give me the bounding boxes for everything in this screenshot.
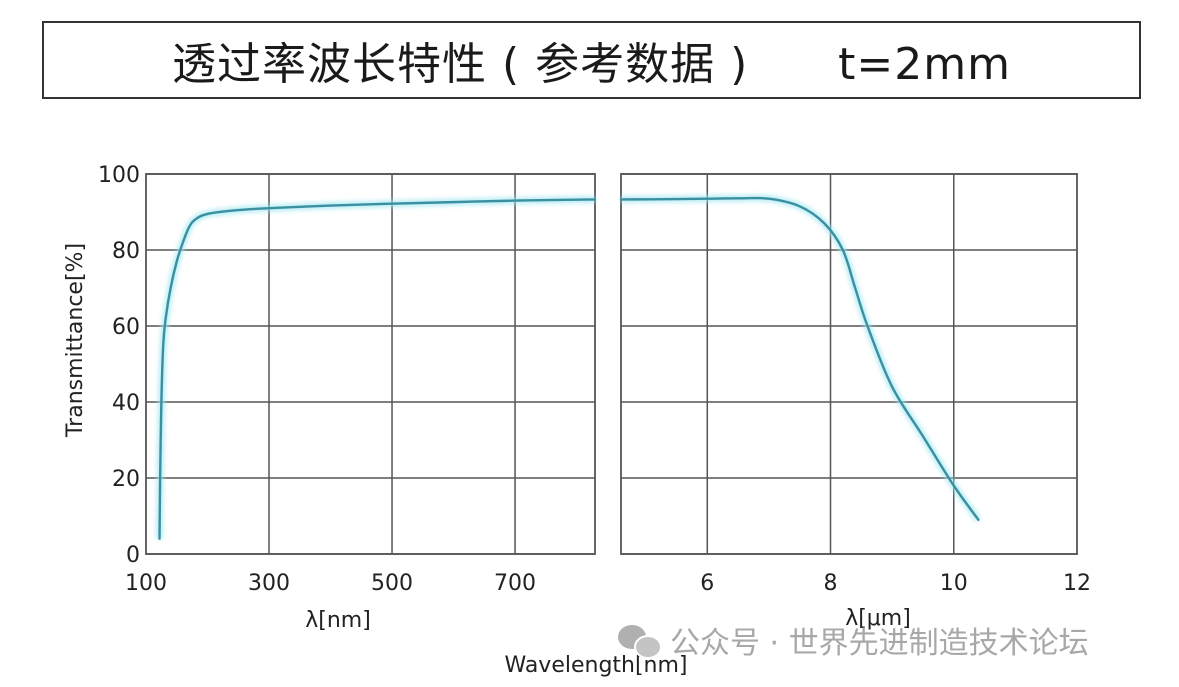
x-tick-label: 6	[700, 571, 714, 596]
x-tick-label: 700	[494, 571, 536, 596]
curve-glow	[620, 194, 982, 522]
chart-title: 透过率波长特性 ( 参考数据 ) t=2mm	[171, 39, 1012, 90]
plot-frame	[145, 173, 596, 555]
plot-right-ir: 6 8 10 12	[619, 173, 1091, 596]
y-axis-label: Transmittance[%]	[63, 243, 88, 438]
chart-title-box: 透过率波长特性 ( 参考数据 ) t=2mm	[42, 21, 1141, 99]
x-tick-label: 300	[248, 571, 290, 596]
plot-left-uv-vis: 100 300 500 700 0 20 40 60 80 100	[98, 163, 597, 596]
x-tick-label: 100	[125, 571, 167, 596]
y-tick-label: 0	[126, 543, 140, 568]
x-axis-label-common: Wavelength[nm]	[504, 653, 687, 678]
x-tick-label: 10	[940, 571, 968, 596]
y-tick-label: 60	[112, 315, 140, 340]
transmittance-curve	[619, 196, 980, 521]
y-tick-label: 40	[112, 391, 140, 416]
transmittance-curve	[158, 198, 597, 540]
wechat-icon	[618, 623, 662, 659]
watermark: 公众号 · 世界先进制造技术论坛	[618, 618, 1089, 662]
watermark-text: 公众号 · 世界先进制造技术论坛	[670, 626, 1089, 661]
x-tick-label: 8	[824, 571, 838, 596]
y-tick-label: 100	[98, 163, 140, 188]
plot-frame	[620, 173, 1078, 555]
y-tick-label: 20	[112, 467, 140, 492]
x-axis-label-left: λ[nm]	[305, 608, 371, 633]
x-axis-label-right: λ[μm]	[845, 606, 911, 631]
y-tick-label: 80	[112, 239, 140, 264]
x-tick-label: 12	[1063, 571, 1091, 596]
x-tick-label: 500	[371, 571, 413, 596]
